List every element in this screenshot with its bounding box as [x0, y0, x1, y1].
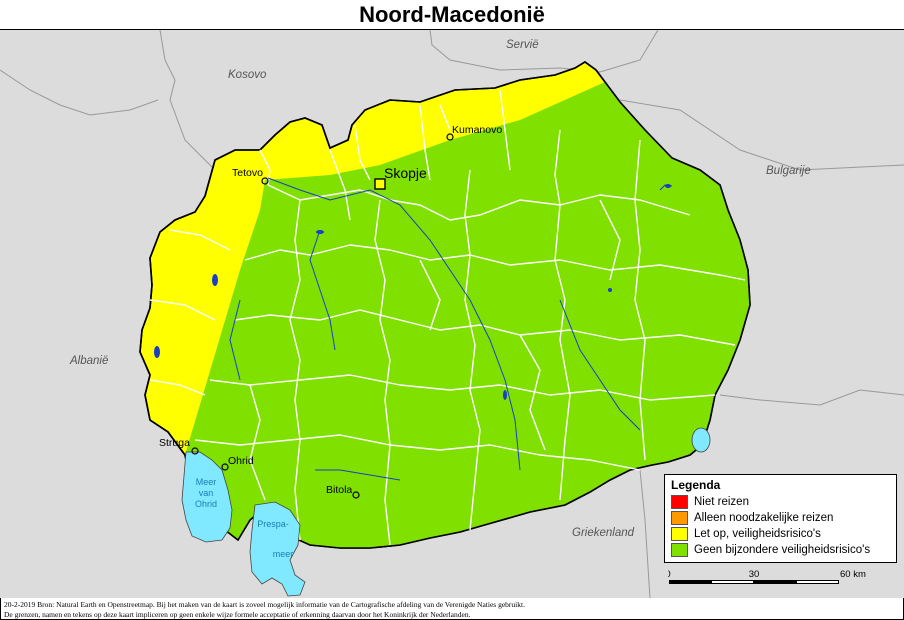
capital-marker	[374, 178, 386, 190]
city-marker-tetovo	[261, 177, 269, 185]
label-bulgarije: Bulgarije	[766, 165, 811, 177]
label-prespa-lake-1: Prespa-	[257, 519, 289, 529]
country-border	[139, 61, 751, 549]
city-marker-struga	[191, 447, 199, 455]
label-prespa-lake-2: meer	[273, 549, 294, 559]
footer-line-2: De grenzen, namen en tekens op deze kaar…	[4, 609, 471, 619]
label-griekenland: Griekenland	[572, 527, 635, 539]
label-albanie: Albanië	[69, 355, 108, 367]
scale-bar-segment	[797, 581, 838, 583]
legend-swatch-orange	[671, 511, 688, 525]
city-marker-kumanovo	[446, 133, 454, 141]
map-title: Noord-Macedonië	[0, 0, 904, 30]
neighbor-borders	[0, 30, 904, 598]
label-kumanovo: Kumanovo	[452, 124, 502, 136]
scale-bar-segment	[712, 581, 753, 583]
map-footer: 20-2-2019 Bron: Natural Earth en Openstr…	[4, 600, 900, 619]
label-tetovo: Tetovo	[232, 167, 263, 179]
label-ohrid-lake-1: Meer	[196, 477, 217, 487]
city-marker-ohrid	[221, 463, 229, 471]
legend-label: Niet reizen	[694, 496, 749, 509]
label-ohrid: Ohrid	[228, 455, 254, 467]
small-lakes	[154, 184, 671, 400]
label-kosovo: Kosovo	[228, 69, 267, 81]
label-struga: Struga	[159, 437, 190, 449]
scale-label-0: 0	[668, 569, 671, 580]
lake-prespa	[249, 501, 306, 597]
scale-bar-outline	[669, 580, 839, 584]
label-ohrid-lake-3: Ohrid	[195, 499, 217, 509]
label-ohrid-lake-2: van	[199, 488, 214, 498]
scale-label-60: 60 km	[840, 569, 866, 580]
city-marker-bitola	[352, 491, 360, 499]
legend-item-geen-risico: Geen bijzondere veiligheidsrisico's	[671, 543, 870, 557]
legend-item-noodzakelijk: Alleen noodzakelijke reizen	[671, 511, 833, 525]
legend-title: Legenda	[671, 478, 721, 492]
legend-label: Geen bijzondere veiligheidsrisico's	[694, 544, 871, 557]
footer-line-1: 20-2-2019 Bron: Natural Earth en Openstr…	[4, 600, 525, 609]
lake-doiran	[691, 427, 711, 453]
rivers	[229, 177, 673, 481]
label-servie: Servië	[506, 39, 539, 51]
scale-label-30: 30	[749, 569, 760, 580]
legend-label: Alleen noodzakelijke reizen	[694, 512, 834, 525]
municipality-boundaries	[149, 89, 746, 546]
label-bitola: Bitola	[326, 484, 352, 496]
legend-swatch-red	[671, 495, 688, 509]
scale-bar: 0 30 60 km	[668, 569, 866, 584]
legend: Legenda Niet reizen Alleen noodzakelijke…	[664, 474, 897, 563]
lake-ohrid	[181, 451, 233, 543]
legend-swatch-yellow	[671, 527, 688, 541]
legend-swatch-green	[671, 543, 688, 557]
legend-item-niet-reizen: Niet reizen	[671, 495, 749, 509]
legend-item-let-op: Let op, veiligheidsrisico's	[671, 527, 821, 541]
legend-label: Let op, veiligheidsrisico's	[694, 528, 821, 541]
label-skopje: Skopje	[384, 165, 427, 181]
